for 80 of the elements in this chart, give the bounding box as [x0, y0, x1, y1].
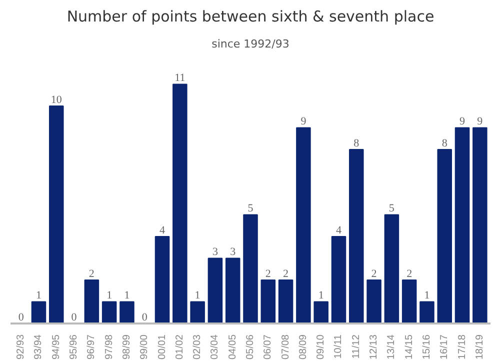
- data-label: 2: [265, 268, 271, 280]
- bar: [331, 236, 346, 324]
- data-label: 9: [477, 116, 484, 128]
- bar: [314, 301, 328, 324]
- data-label: 9: [460, 116, 466, 128]
- data-label: 1: [124, 290, 130, 302]
- x-tick-label: 03/04: [210, 334, 221, 360]
- x-tick-label: 08/09: [298, 334, 309, 360]
- bar: [120, 301, 134, 324]
- bar: [243, 214, 258, 324]
- bar: [349, 148, 364, 324]
- bar: [102, 301, 117, 324]
- bar: [384, 214, 400, 324]
- x-tick-label: 94/95: [50, 334, 62, 360]
- data-label: 4: [336, 224, 342, 236]
- bar: [296, 127, 311, 324]
- bar: [472, 127, 488, 324]
- bar: [208, 258, 223, 324]
- bar: [366, 279, 382, 324]
- x-tick-label: 12/13: [368, 334, 380, 360]
- x-tick-label: 96/97: [86, 334, 98, 360]
- bar: [190, 301, 205, 324]
- x-tick-label: 98/99: [121, 334, 132, 360]
- x-tick-label: 18/19: [474, 334, 486, 360]
- bar: [31, 301, 46, 324]
- data-label: 0: [18, 312, 24, 324]
- x-tick-label: 16/17: [439, 334, 450, 360]
- chart-title: Number of points between sixth & seventh place: [66, 8, 434, 26]
- data-label: 1: [318, 290, 324, 302]
- data-label: 2: [88, 268, 94, 280]
- data-label: 10: [50, 94, 62, 106]
- bar: [278, 279, 294, 324]
- bar: [420, 301, 434, 324]
- x-tick-label: 04/05: [227, 334, 238, 360]
- bar: [172, 84, 188, 324]
- data-label: 11: [174, 72, 186, 84]
- bar: [49, 105, 64, 324]
- x-tick-label: 10/11: [333, 334, 344, 359]
- x-tick-label: 01/02: [174, 334, 186, 360]
- data-label: 0: [142, 312, 148, 324]
- x-tick-label: 06/07: [262, 334, 274, 360]
- data-label: 2: [406, 268, 412, 280]
- data-label: 8: [442, 137, 448, 150]
- x-tick-label: 13/14: [386, 334, 398, 360]
- x-tick-label: 93/94: [33, 334, 44, 360]
- bar: [260, 279, 276, 324]
- x-tick-label: 92/93: [16, 334, 27, 360]
- x-tick-label: 97/98: [104, 334, 115, 360]
- data-label: 1: [424, 290, 430, 302]
- x-tick-label: 05/06: [245, 334, 256, 360]
- data-label: 8: [354, 137, 360, 150]
- data-label: 1: [106, 290, 112, 302]
- x-tick-label: 02/03: [192, 334, 204, 360]
- data-label: 0: [71, 312, 78, 324]
- x-tick-label: 07/08: [280, 334, 292, 360]
- x-tick-label: 09/10: [316, 334, 327, 360]
- x-tick-label: 99/00: [139, 334, 150, 360]
- chart-subtitle: since 1992/93: [212, 38, 290, 50]
- x-tick-label: 14/15: [404, 334, 415, 360]
- x-tick-label: 15/16: [421, 334, 432, 360]
- data-label: 2: [283, 268, 289, 280]
- data-label: 9: [300, 116, 307, 128]
- x-tick-label: 00/01: [156, 334, 168, 360]
- bar: [154, 236, 170, 324]
- data-label: 2: [371, 268, 377, 280]
- x-tick-label: 11/12: [350, 334, 362, 359]
- bar: [437, 148, 452, 324]
- data-label: 1: [36, 290, 42, 302]
- bar: [225, 258, 240, 324]
- x-tick-label: 17/18: [456, 334, 468, 360]
- data-label: 5: [388, 202, 395, 215]
- data-label: 5: [248, 202, 254, 215]
- data-label: 3: [212, 246, 218, 258]
- data-label: 4: [160, 224, 166, 236]
- x-tick-label: 95/96: [68, 334, 80, 360]
- data-label: 1: [194, 290, 200, 302]
- data-label: 3: [230, 246, 236, 258]
- bar: [454, 127, 470, 324]
- bar: [402, 279, 417, 324]
- bar: [84, 279, 100, 324]
